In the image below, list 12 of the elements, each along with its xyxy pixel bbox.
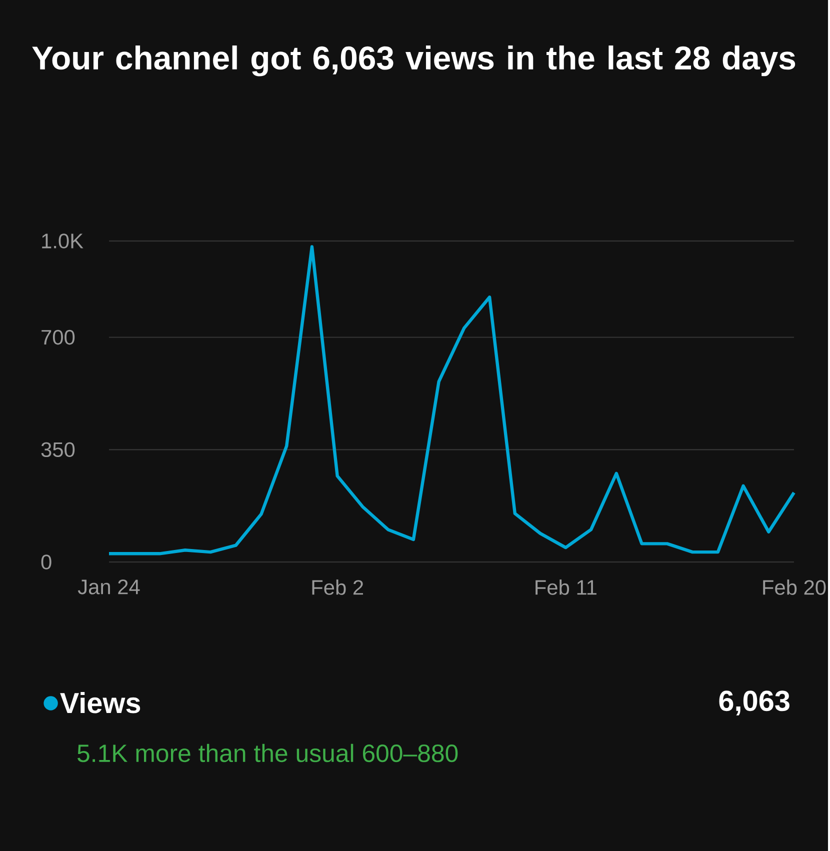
x-tick-label: Feb 11 [536,580,596,595]
legend-label: Views [60,692,140,714]
chart-title: Your channel got 6,063 views in the last 28 days [32,46,796,76]
x-tick-label: Feb 20 [763,580,826,595]
y-tick-label: 700 [42,330,75,345]
x-tick-label: Feb 2 [312,580,364,595]
y-tick-label: 1.0K [42,234,84,248]
x-tick-label: Jan 24 [78,580,140,594]
y-tick-label: 0 [41,554,52,570]
y-tick-label: 350 [41,442,75,458]
text: 5.1K more than the usual 600–880 [78,744,458,762]
text: 6,063 [719,690,790,716]
